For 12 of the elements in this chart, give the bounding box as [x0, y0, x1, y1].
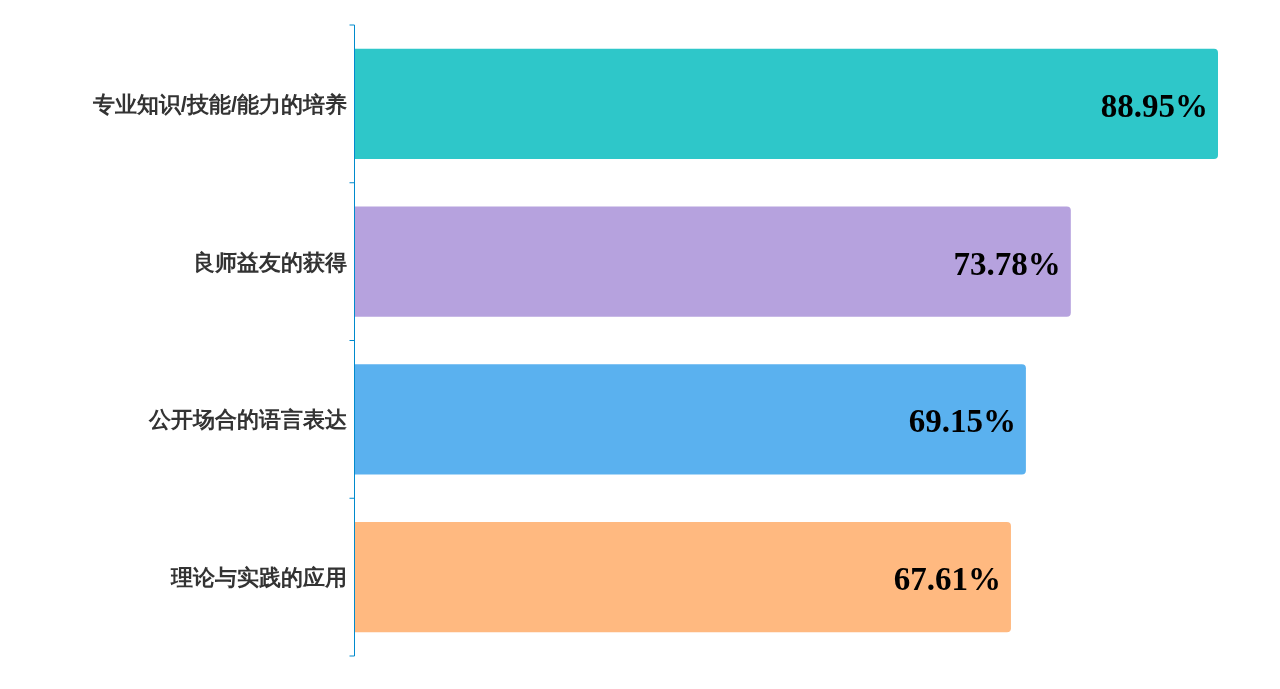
y-tick-label: 良师益友的获得 — [193, 249, 347, 275]
y-tick-label: 理论与实践的应用 — [170, 564, 347, 590]
bar — [355, 206, 1071, 317]
data-label: 69.15% — [908, 403, 1016, 440]
data-label: 88.95% — [1100, 87, 1208, 124]
bar — [355, 521, 1011, 633]
y-tick-label: 专业知识/技能/能力的培养 — [91, 91, 347, 117]
bar — [355, 48, 1218, 160]
y-tick-label: 公开场合的语言表达 — [148, 406, 347, 432]
data-label: 67.61% — [893, 561, 1001, 598]
bar — [355, 364, 1026, 475]
data-label: 73.78% — [953, 245, 1061, 282]
